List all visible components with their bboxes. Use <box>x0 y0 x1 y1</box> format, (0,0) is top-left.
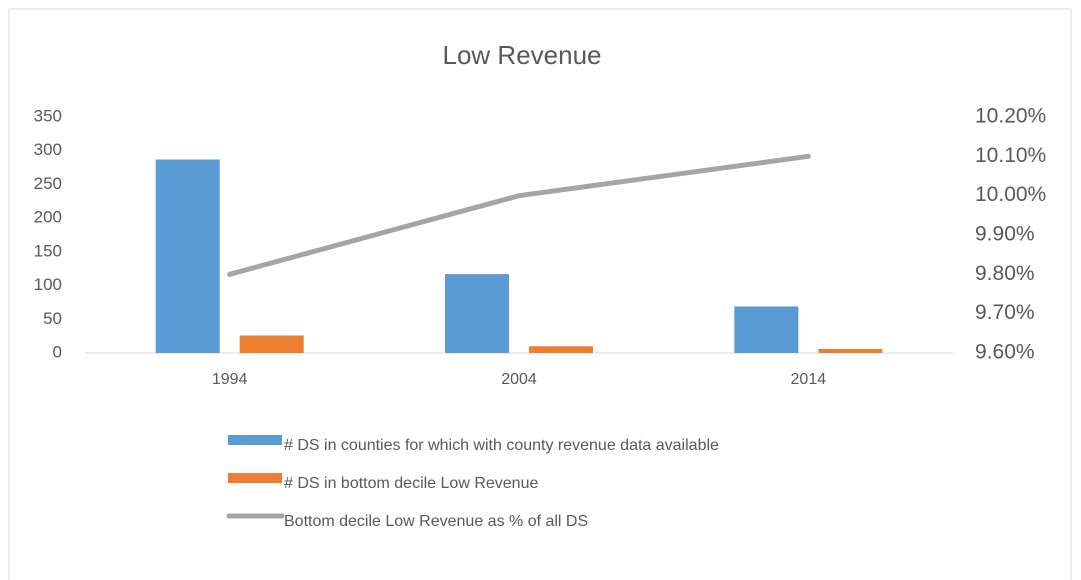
y-tick-label: 200 <box>34 208 62 227</box>
y2-tick-label: 10.10% <box>975 144 1046 167</box>
y-tick-label: 100 <box>34 275 62 294</box>
bar <box>529 346 593 353</box>
y-tick-label: 250 <box>34 174 62 193</box>
y2-tick-label: 9.60% <box>975 341 1035 364</box>
x-tick-label: 2004 <box>501 371 537 388</box>
y2-tick-label: 9.80% <box>975 262 1035 285</box>
bar <box>818 348 883 353</box>
line-series <box>227 153 811 277</box>
y-tick-label: 50 <box>43 309 62 328</box>
bar <box>155 159 220 353</box>
legend-swatch <box>228 473 282 483</box>
y2-tick-label: 10.20% <box>975 105 1046 128</box>
bar <box>734 306 799 353</box>
y-tick-label: 350 <box>34 106 62 125</box>
legend-swatch <box>228 435 282 445</box>
y2-tick-label: 9.90% <box>975 223 1035 246</box>
x-tick-label: 1994 <box>212 371 248 388</box>
bar <box>239 335 304 353</box>
legend-label: # DS in counties for which with county r… <box>284 437 719 454</box>
legend-label: # DS in bottom decile Low Revenue <box>284 475 538 492</box>
x-tick-label: 2014 <box>791 371 827 388</box>
y-tick-label: 0 <box>53 342 62 361</box>
bar <box>445 274 509 353</box>
legend-label: Bottom decile Low Revenue as % of all DS <box>284 513 588 530</box>
y2-tick-label: 10.00% <box>975 183 1046 206</box>
y-tick-label: 150 <box>34 241 62 260</box>
chart-title: Low Revenue <box>443 40 602 70</box>
y-tick-label: 300 <box>34 140 62 159</box>
y2-tick-label: 9.70% <box>975 301 1035 324</box>
